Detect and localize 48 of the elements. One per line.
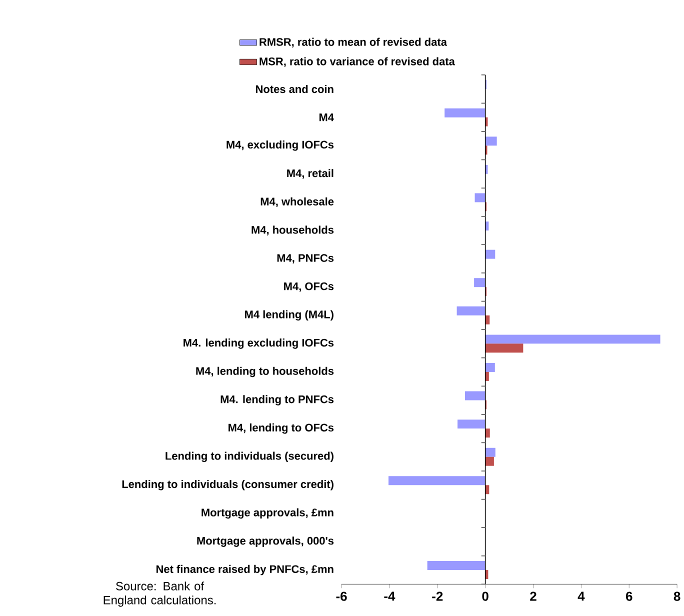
bar <box>485 448 496 457</box>
y-tick-label: M4, OFCs <box>284 282 334 292</box>
bar <box>485 485 490 494</box>
x-tick-label: 2 <box>530 592 536 601</box>
y-tick-label: M4 <box>319 114 334 122</box>
y-tick-label: M4, households <box>252 226 334 236</box>
legend-label: MSR, ratio to variance of revised data <box>260 57 455 67</box>
bar <box>485 315 490 324</box>
y-tick-label: Notes and coin <box>256 84 334 94</box>
x-tick-label: 4 <box>578 592 585 601</box>
x-tick-label: -4 <box>384 592 396 601</box>
bar <box>464 391 486 400</box>
bar <box>458 420 486 428</box>
bar <box>485 136 497 146</box>
y-tick-label: M4. lending to PNFCs <box>220 395 334 406</box>
bar <box>485 362 495 372</box>
bar <box>474 193 486 202</box>
bar <box>485 428 490 438</box>
x-tick-label: 8 <box>674 592 680 601</box>
bar <box>474 278 486 288</box>
bar <box>427 560 486 570</box>
y-tick-label: Mortgage approvals, 000's <box>197 536 334 547</box>
y-tick-label: M4, PNFCs <box>277 254 334 264</box>
y-tick-label: M4 lending (M4L) <box>245 310 334 320</box>
y-tick-label: Lending to individuals (secured) <box>166 452 334 462</box>
y-tick-label: M4. lending excluding IOFCs <box>184 338 334 349</box>
bar <box>485 250 496 259</box>
y-tick-label: M4, lending to OFCs <box>228 423 334 434</box>
x-tick-label: -6 <box>336 592 347 601</box>
bar <box>444 108 486 118</box>
bar <box>388 476 486 486</box>
y-tick-label: M4, wholesale <box>260 197 334 207</box>
bar <box>485 372 489 381</box>
y-tick-label: Net finance raised by PNFCs, £mn <box>156 564 334 576</box>
x-tick-label: 6 <box>626 592 632 601</box>
x-tick-label: -2 <box>432 592 443 601</box>
bar <box>485 456 494 466</box>
y-tick-label: M4, retail <box>287 169 334 179</box>
bar <box>485 334 660 344</box>
y-tick-label: Lending to individuals (consumer credit) <box>122 480 334 490</box>
y-tick-label: M4, lending to households <box>196 366 334 378</box>
bar <box>485 344 524 353</box>
source-note: Source: Bank of England calculations. <box>104 582 216 607</box>
y-tick-label: Mortgage approvals, £mn <box>202 508 334 519</box>
x-tick-label: 0 <box>482 592 488 601</box>
y-tick-label: M4, excluding IOFCs <box>226 140 334 151</box>
bar <box>456 306 486 316</box>
legend-label: RMSR, ratio to mean of revised data <box>260 38 448 48</box>
